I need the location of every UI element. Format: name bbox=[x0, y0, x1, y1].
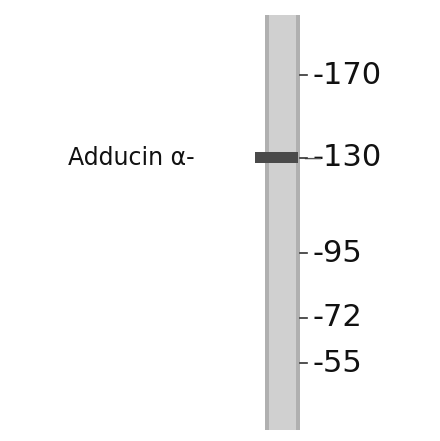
Text: —: — bbox=[303, 149, 321, 167]
Text: -170: -170 bbox=[312, 60, 381, 90]
Text: -130: -130 bbox=[312, 143, 381, 172]
Bar bbox=[265, 15, 269, 430]
Bar bbox=[296, 15, 300, 430]
Text: -95: -95 bbox=[312, 239, 362, 268]
Text: -55: -55 bbox=[312, 348, 362, 377]
Bar bbox=[255, 152, 298, 163]
Bar bbox=[265, 15, 300, 430]
Text: -72: -72 bbox=[312, 303, 362, 333]
Text: Adducin α-: Adducin α- bbox=[68, 146, 195, 170]
